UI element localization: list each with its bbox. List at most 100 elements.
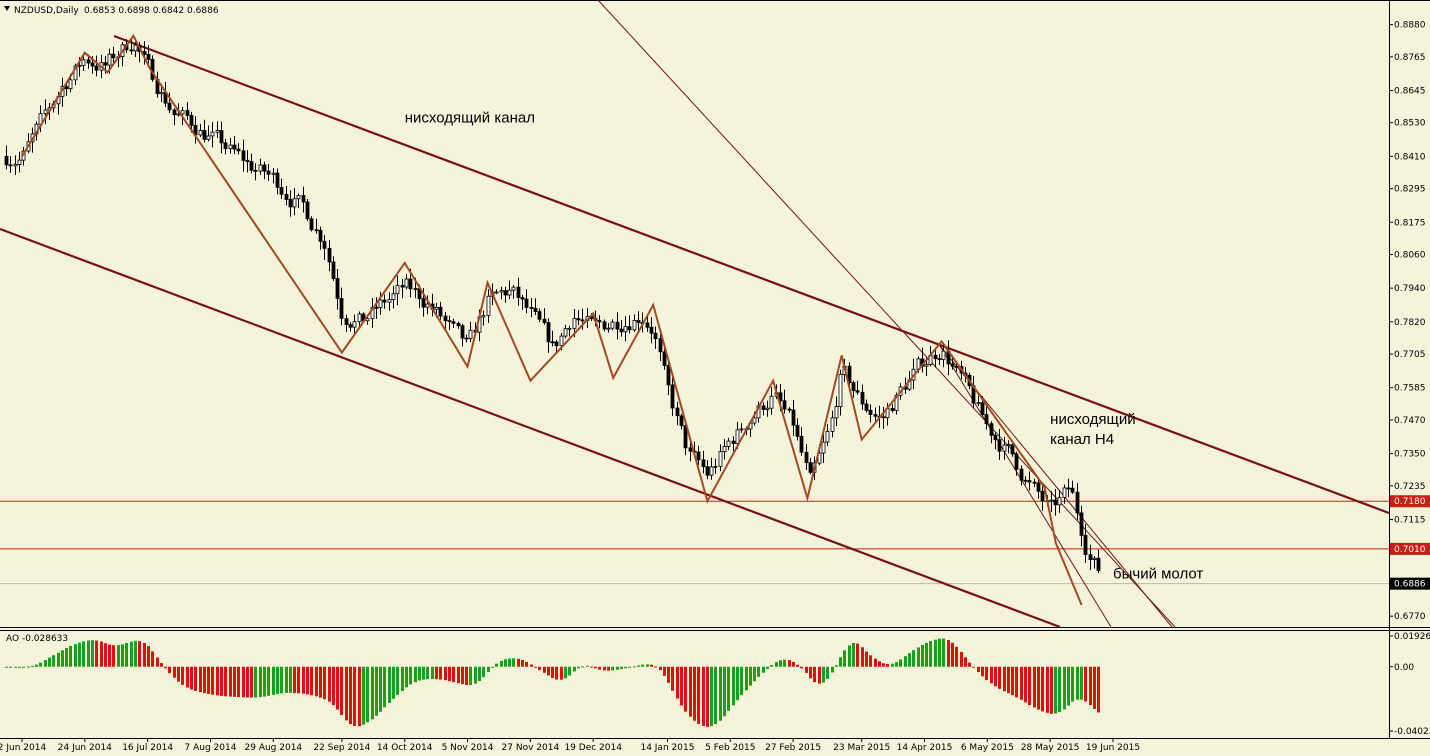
channel-upper-line[interactable]	[113, 34, 1390, 515]
price-tick-label: 0.8295	[1394, 185, 1426, 195]
ao-bar	[22, 666, 25, 668]
ao-bar	[1080, 666, 1083, 700]
ao-bar	[1046, 666, 1049, 713]
ao-bar	[207, 666, 210, 695]
ao-bar	[886, 664, 889, 667]
ao-bar	[822, 666, 825, 683]
ao-bar	[912, 650, 915, 667]
candle-body	[271, 172, 276, 175]
price-tick-label: 0.7705	[1394, 350, 1426, 360]
ao-bar	[577, 666, 580, 669]
candle-body	[825, 430, 830, 443]
candle-body	[68, 79, 73, 90]
price-tick-label: 0.7350	[1394, 450, 1426, 460]
ao-bar	[921, 644, 924, 667]
ao-bar	[848, 645, 851, 667]
price-tick-label: 0.8410	[1394, 152, 1426, 162]
ao-bar	[770, 665, 773, 667]
ao-bar	[762, 666, 765, 673]
ao-bar	[990, 666, 993, 684]
candle-body	[499, 290, 504, 293]
candle-body	[4, 155, 9, 166]
ao-bar	[474, 666, 477, 684]
candle-body	[447, 320, 452, 323]
ao-bar	[143, 642, 146, 667]
ao-bar	[874, 658, 877, 667]
ao-bar	[439, 666, 442, 680]
candle-body	[400, 285, 405, 288]
ao-bar	[323, 666, 326, 700]
candle-body	[1014, 453, 1019, 470]
candle-body	[339, 297, 344, 319]
candle-body	[606, 327, 611, 330]
trend-line[interactable]	[597, 0, 1176, 628]
candle-body	[778, 392, 783, 402]
candle-body	[924, 364, 929, 367]
candle-body	[262, 164, 267, 172]
candle-body	[408, 278, 413, 290]
ao-bar	[422, 666, 425, 680]
ao-bar	[547, 666, 550, 676]
ao-bar	[52, 655, 55, 667]
ao-bar	[487, 666, 490, 672]
ao-bar	[108, 644, 111, 667]
candle-body	[81, 59, 86, 66]
time-tick-label: 27 Feb 2015	[765, 743, 821, 753]
candle-body	[615, 321, 620, 330]
candle-body	[486, 295, 491, 316]
ao-bar	[736, 666, 739, 701]
candle-body	[602, 321, 607, 330]
triangle-down-icon[interactable]	[4, 6, 10, 11]
ao-bar	[671, 666, 674, 691]
ao-bar	[689, 666, 692, 717]
ao-bar	[951, 642, 954, 667]
ao-bar	[259, 666, 262, 698]
candle-body	[855, 390, 860, 393]
ao-bar	[280, 666, 283, 694]
candle-body	[804, 451, 809, 464]
candlestick-series	[4, 38, 1101, 574]
candle-body	[791, 409, 796, 426]
candle-body	[705, 466, 710, 476]
ao-bar	[693, 666, 696, 721]
candle-body	[597, 319, 602, 323]
candle-body	[653, 332, 658, 340]
ao-bar	[134, 640, 137, 667]
ao-histogram	[5, 638, 1100, 727]
ao-bar	[1050, 666, 1053, 714]
ao-bar	[899, 659, 902, 667]
candle-body	[1040, 490, 1045, 502]
candle-body	[546, 322, 551, 343]
ao-bar	[1058, 666, 1061, 713]
candle-body	[421, 298, 426, 308]
candle-body	[542, 318, 547, 323]
candle-body	[761, 405, 766, 410]
ao-bar	[78, 642, 81, 667]
candle-body	[451, 321, 456, 324]
ao-bar	[5, 666, 8, 668]
ao-bar	[904, 656, 907, 667]
candle-body	[425, 303, 430, 308]
ao-bar	[831, 666, 834, 673]
price-tick-label: 0.8175	[1394, 218, 1426, 228]
candle-body	[658, 338, 663, 353]
candle-body	[890, 408, 895, 411]
candle-body	[533, 307, 538, 312]
ao-bar	[882, 663, 885, 667]
candle-body	[318, 229, 323, 242]
ao-bar	[749, 666, 752, 686]
ao-bar	[1020, 666, 1023, 700]
candle-body	[494, 291, 499, 294]
candle-body	[223, 142, 228, 150]
channel-lower-line[interactable]	[0, 227, 1061, 629]
h4-channel-lower-line[interactable]	[939, 345, 1112, 628]
ao-bar	[1028, 666, 1031, 706]
price-tick-label: 0.7115	[1394, 515, 1426, 525]
ao-bar	[1003, 666, 1006, 692]
candle-body	[550, 341, 555, 344]
zigzag-indicator	[21, 33, 1083, 606]
ao-bar	[1063, 666, 1066, 710]
horizontal-levels[interactable]: 0.7180 0.7010 0.6886	[0, 495, 1430, 590]
candle-body	[481, 315, 486, 318]
